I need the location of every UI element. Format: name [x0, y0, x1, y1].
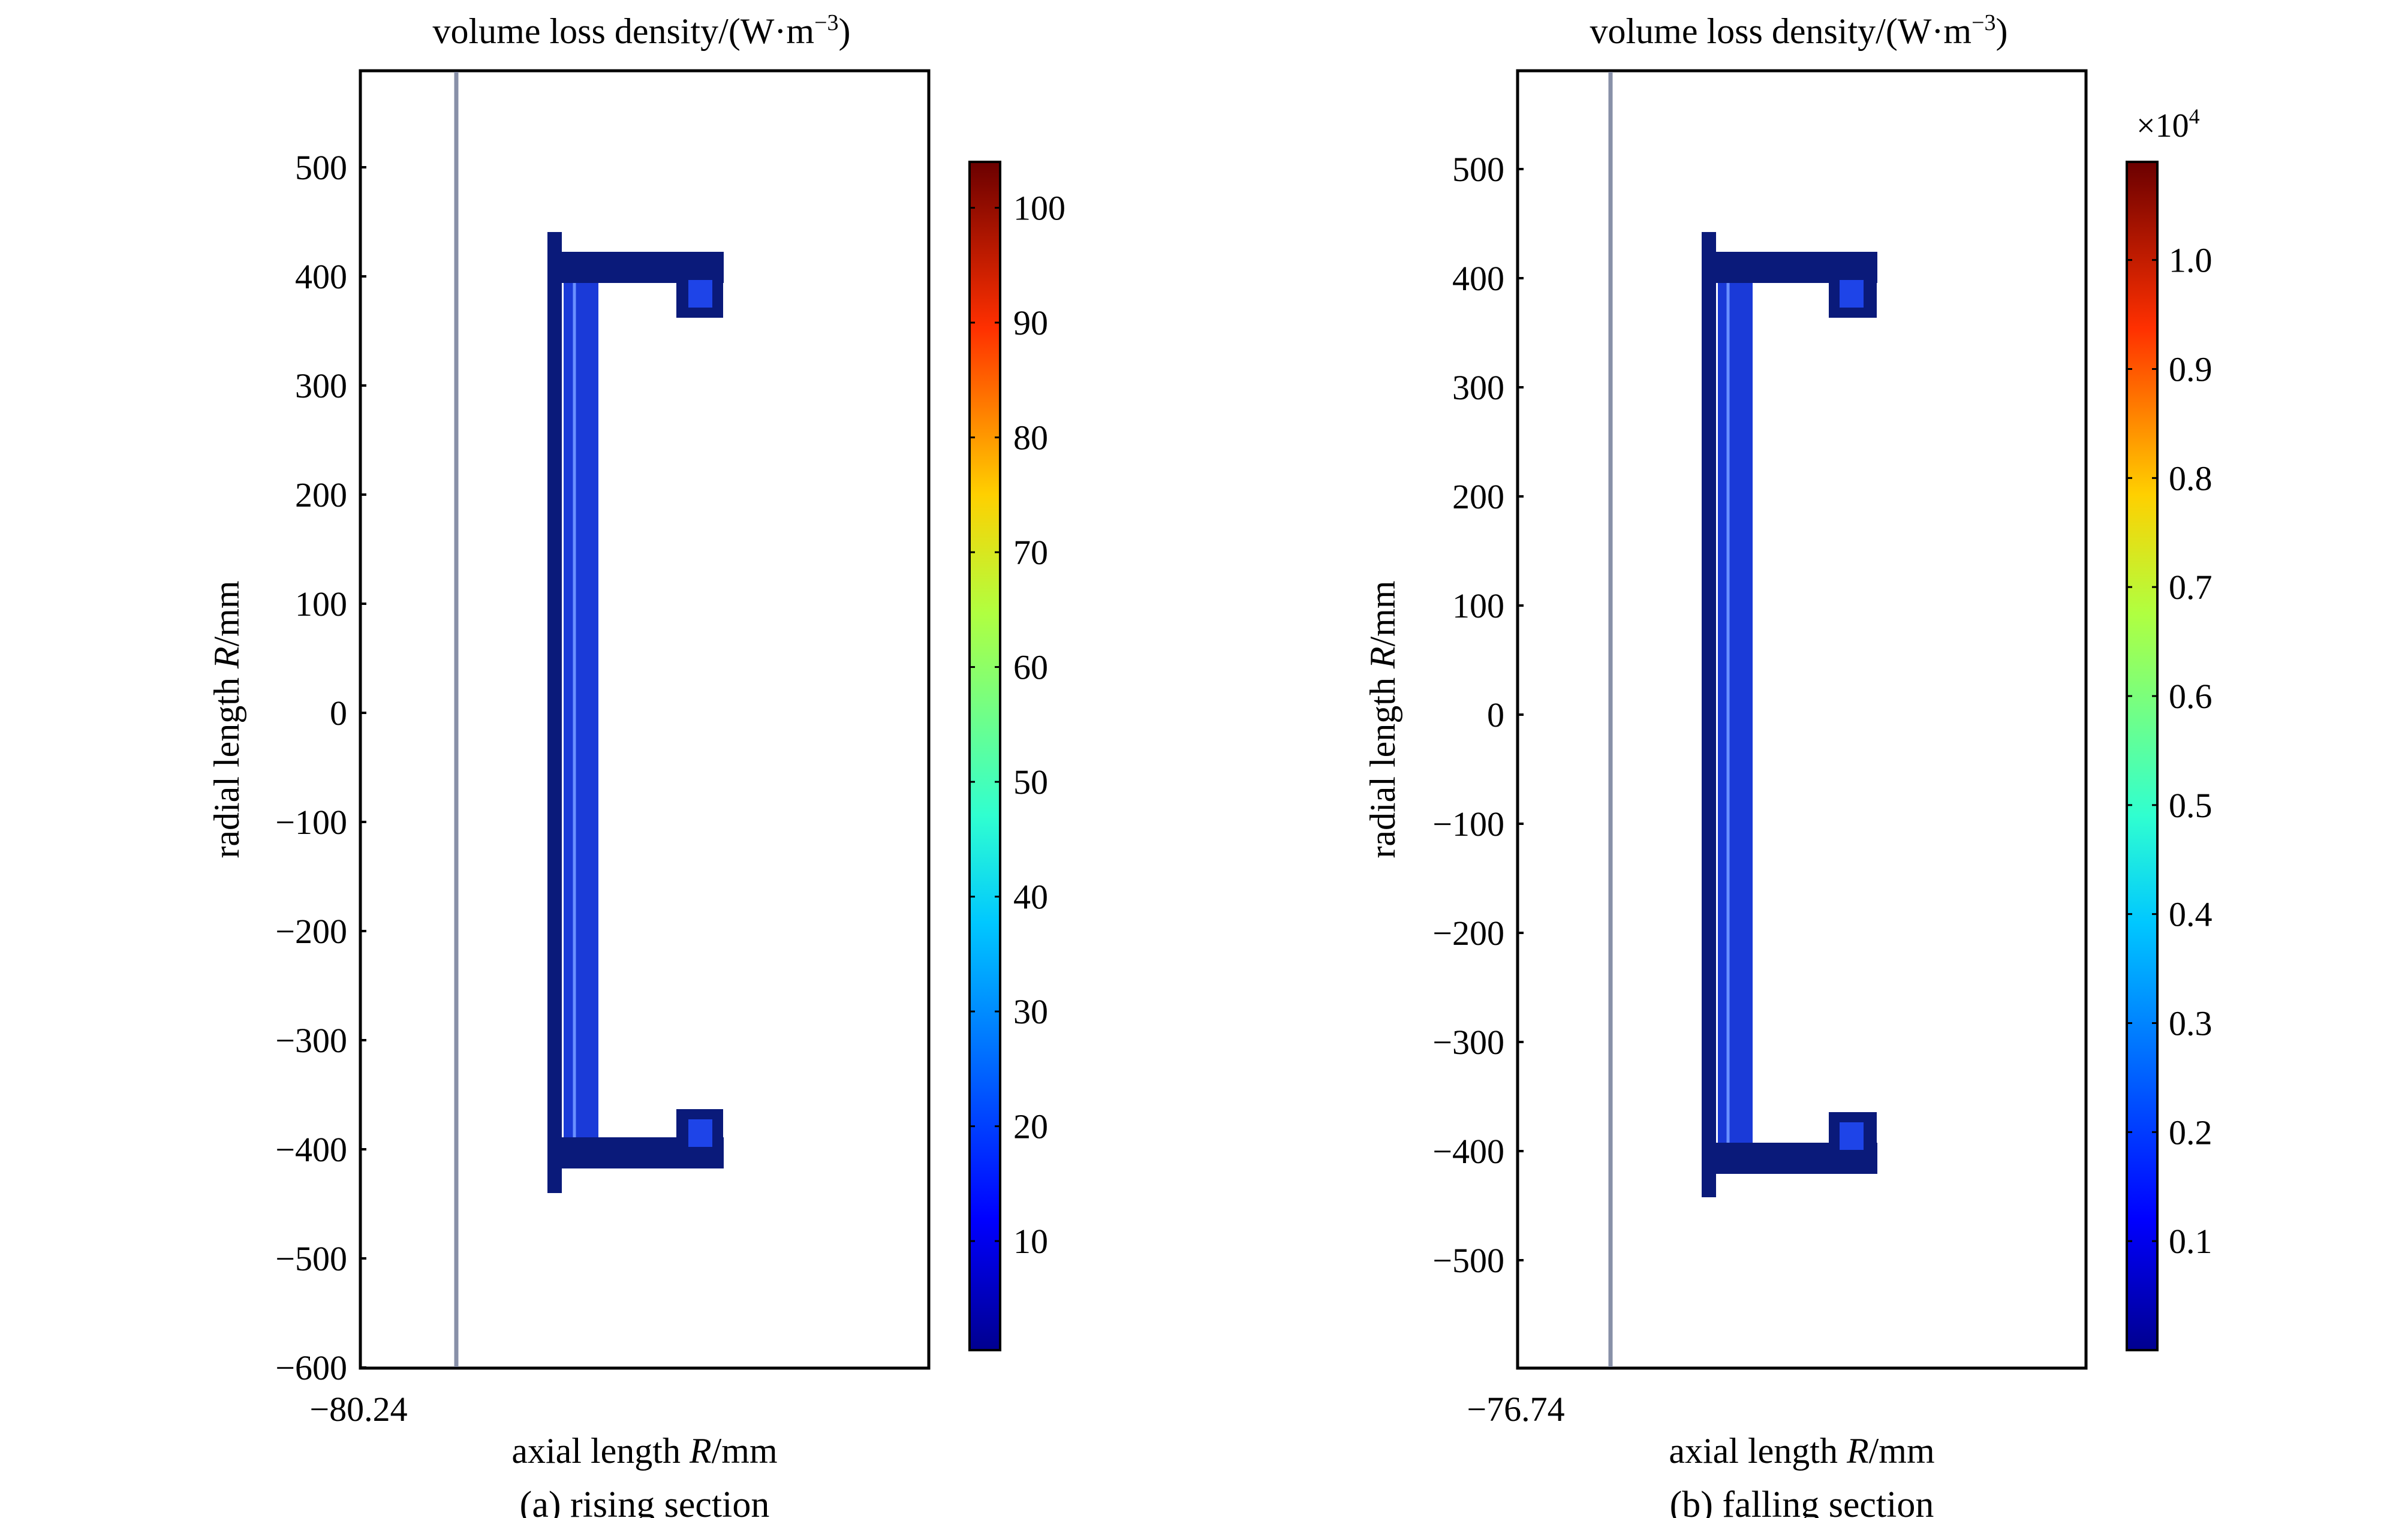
panel-b-conductor [1702, 232, 1877, 1197]
colorbar-tick-label: 40 [1013, 878, 1048, 917]
y-tick-label: 500 [295, 148, 347, 187]
colorbar-tick-label: 90 [1013, 303, 1048, 342]
colorbar-tick-label: 0.1 [2169, 1222, 2213, 1261]
colorbar-tick-label: 80 [1013, 418, 1048, 457]
y-tick-label: 300 [1452, 368, 1504, 407]
y-tick-label: 400 [1452, 259, 1504, 298]
panel-a-y-axis: 500 400 300 200 100 0 −100 −200 −300 −400 −500 −600 [275, 148, 366, 1387]
colorbar-tick-label: 0.6 [2169, 677, 2213, 716]
panel-a-colorbar-ticks: 10 20 30 40 50 60 70 80 90 100 [970, 189, 1065, 1261]
colorbar-tick-label: 0.8 [2169, 459, 2213, 498]
panel-a-title: volume loss density/(W·m−3) [432, 10, 850, 51]
y-tick-label: 0 [1487, 695, 1504, 734]
y-tick-label: 0 [330, 694, 347, 733]
panel-a: volume loss density/(W·m−3) 500400300200… [207, 10, 1065, 1518]
y-tick-label: −300 [275, 1021, 347, 1060]
y-tick-label: 500 [1452, 150, 1504, 189]
y-tick-label: −200 [1432, 914, 1504, 953]
y-tick-label: −500 [1432, 1241, 1504, 1280]
colorbar-tick-label: 0.2 [2169, 1113, 2213, 1152]
panel-b-caption: (b) falling section [1670, 1484, 1934, 1518]
y-tick-label: −100 [275, 803, 347, 842]
y-tick-label: −300 [1432, 1023, 1504, 1062]
colorbar-tick-label: 50 [1013, 763, 1048, 802]
colorbar-tick-label: 0.5 [2169, 786, 2213, 825]
panel-a-colorbar [968, 161, 1001, 1351]
colorbar-tick-label: 70 [1013, 533, 1048, 572]
y-tick-label: −400 [275, 1130, 347, 1169]
panel-b-x-axis-label: axial length R/mm [1669, 1431, 1934, 1471]
panel-b-colorbar-multiplier: ×104 [2136, 104, 2200, 144]
panel-a-y-axis-label: radial length R/mm [207, 580, 246, 858]
panel-b-y-axis-label: radial length R/mm [1363, 580, 1402, 858]
y-tick-label: 100 [295, 585, 347, 624]
colorbar-tick-label: 1.0 [2169, 241, 2213, 280]
panel-a-caption: (a) rising section [520, 1484, 770, 1518]
colorbar-tick-label: 60 [1013, 648, 1048, 687]
panel-b-title: volume loss density/(W·m−3) [1590, 10, 2007, 51]
panel-b-colorbar [2126, 161, 2159, 1351]
colorbar-tick-label: 10 [1013, 1222, 1048, 1261]
colorbar-tick-label: 30 [1013, 992, 1048, 1031]
colorbar-tick-label: 0.4 [2169, 895, 2213, 934]
colorbar-tick-label: 0.7 [2169, 568, 2213, 607]
y-tick-label: 400 [295, 257, 347, 296]
colorbar-tick-label: 20 [1013, 1107, 1048, 1146]
y-tick-label: −500 [275, 1239, 347, 1278]
y-tick-label: −200 [275, 912, 347, 951]
y-tick-label: 100 [1452, 586, 1504, 625]
colorbar-tick-label: 0.9 [2169, 350, 2213, 388]
y-tick-label: −100 [1432, 805, 1504, 844]
panel-a-x-axis-label: axial length R/mm [511, 1431, 777, 1471]
panel-b-y-axis: 500 400 300 200 100 0 −100 −200 −300 −400 −500 [1432, 150, 1524, 1280]
panel-b: volume loss density/(W·m−3) 500 400 300 200… [1363, 10, 2213, 1518]
panel-a-conductor [547, 232, 724, 1193]
panel-b-x-tick-label: −76.74 [1467, 1390, 1564, 1429]
y-tick-label: −600 [275, 1348, 347, 1387]
colorbar-tick-label: 0.3 [2169, 1004, 2213, 1043]
colorbar-tick-label: 100 [1013, 189, 1065, 228]
y-tick-label: 300 [295, 366, 347, 405]
panel-b-colorbar-ticks: 0.1 0.2 0.3 0.4 0.5 0.6 0.7 0.8 0.9 1.0 [2127, 241, 2213, 1261]
y-tick-label: 200 [1452, 477, 1504, 516]
y-tick-label: 200 [295, 475, 347, 514]
y-tick-label: −400 [1432, 1132, 1504, 1171]
panel-a-x-tick-label: −80.24 [309, 1390, 407, 1429]
